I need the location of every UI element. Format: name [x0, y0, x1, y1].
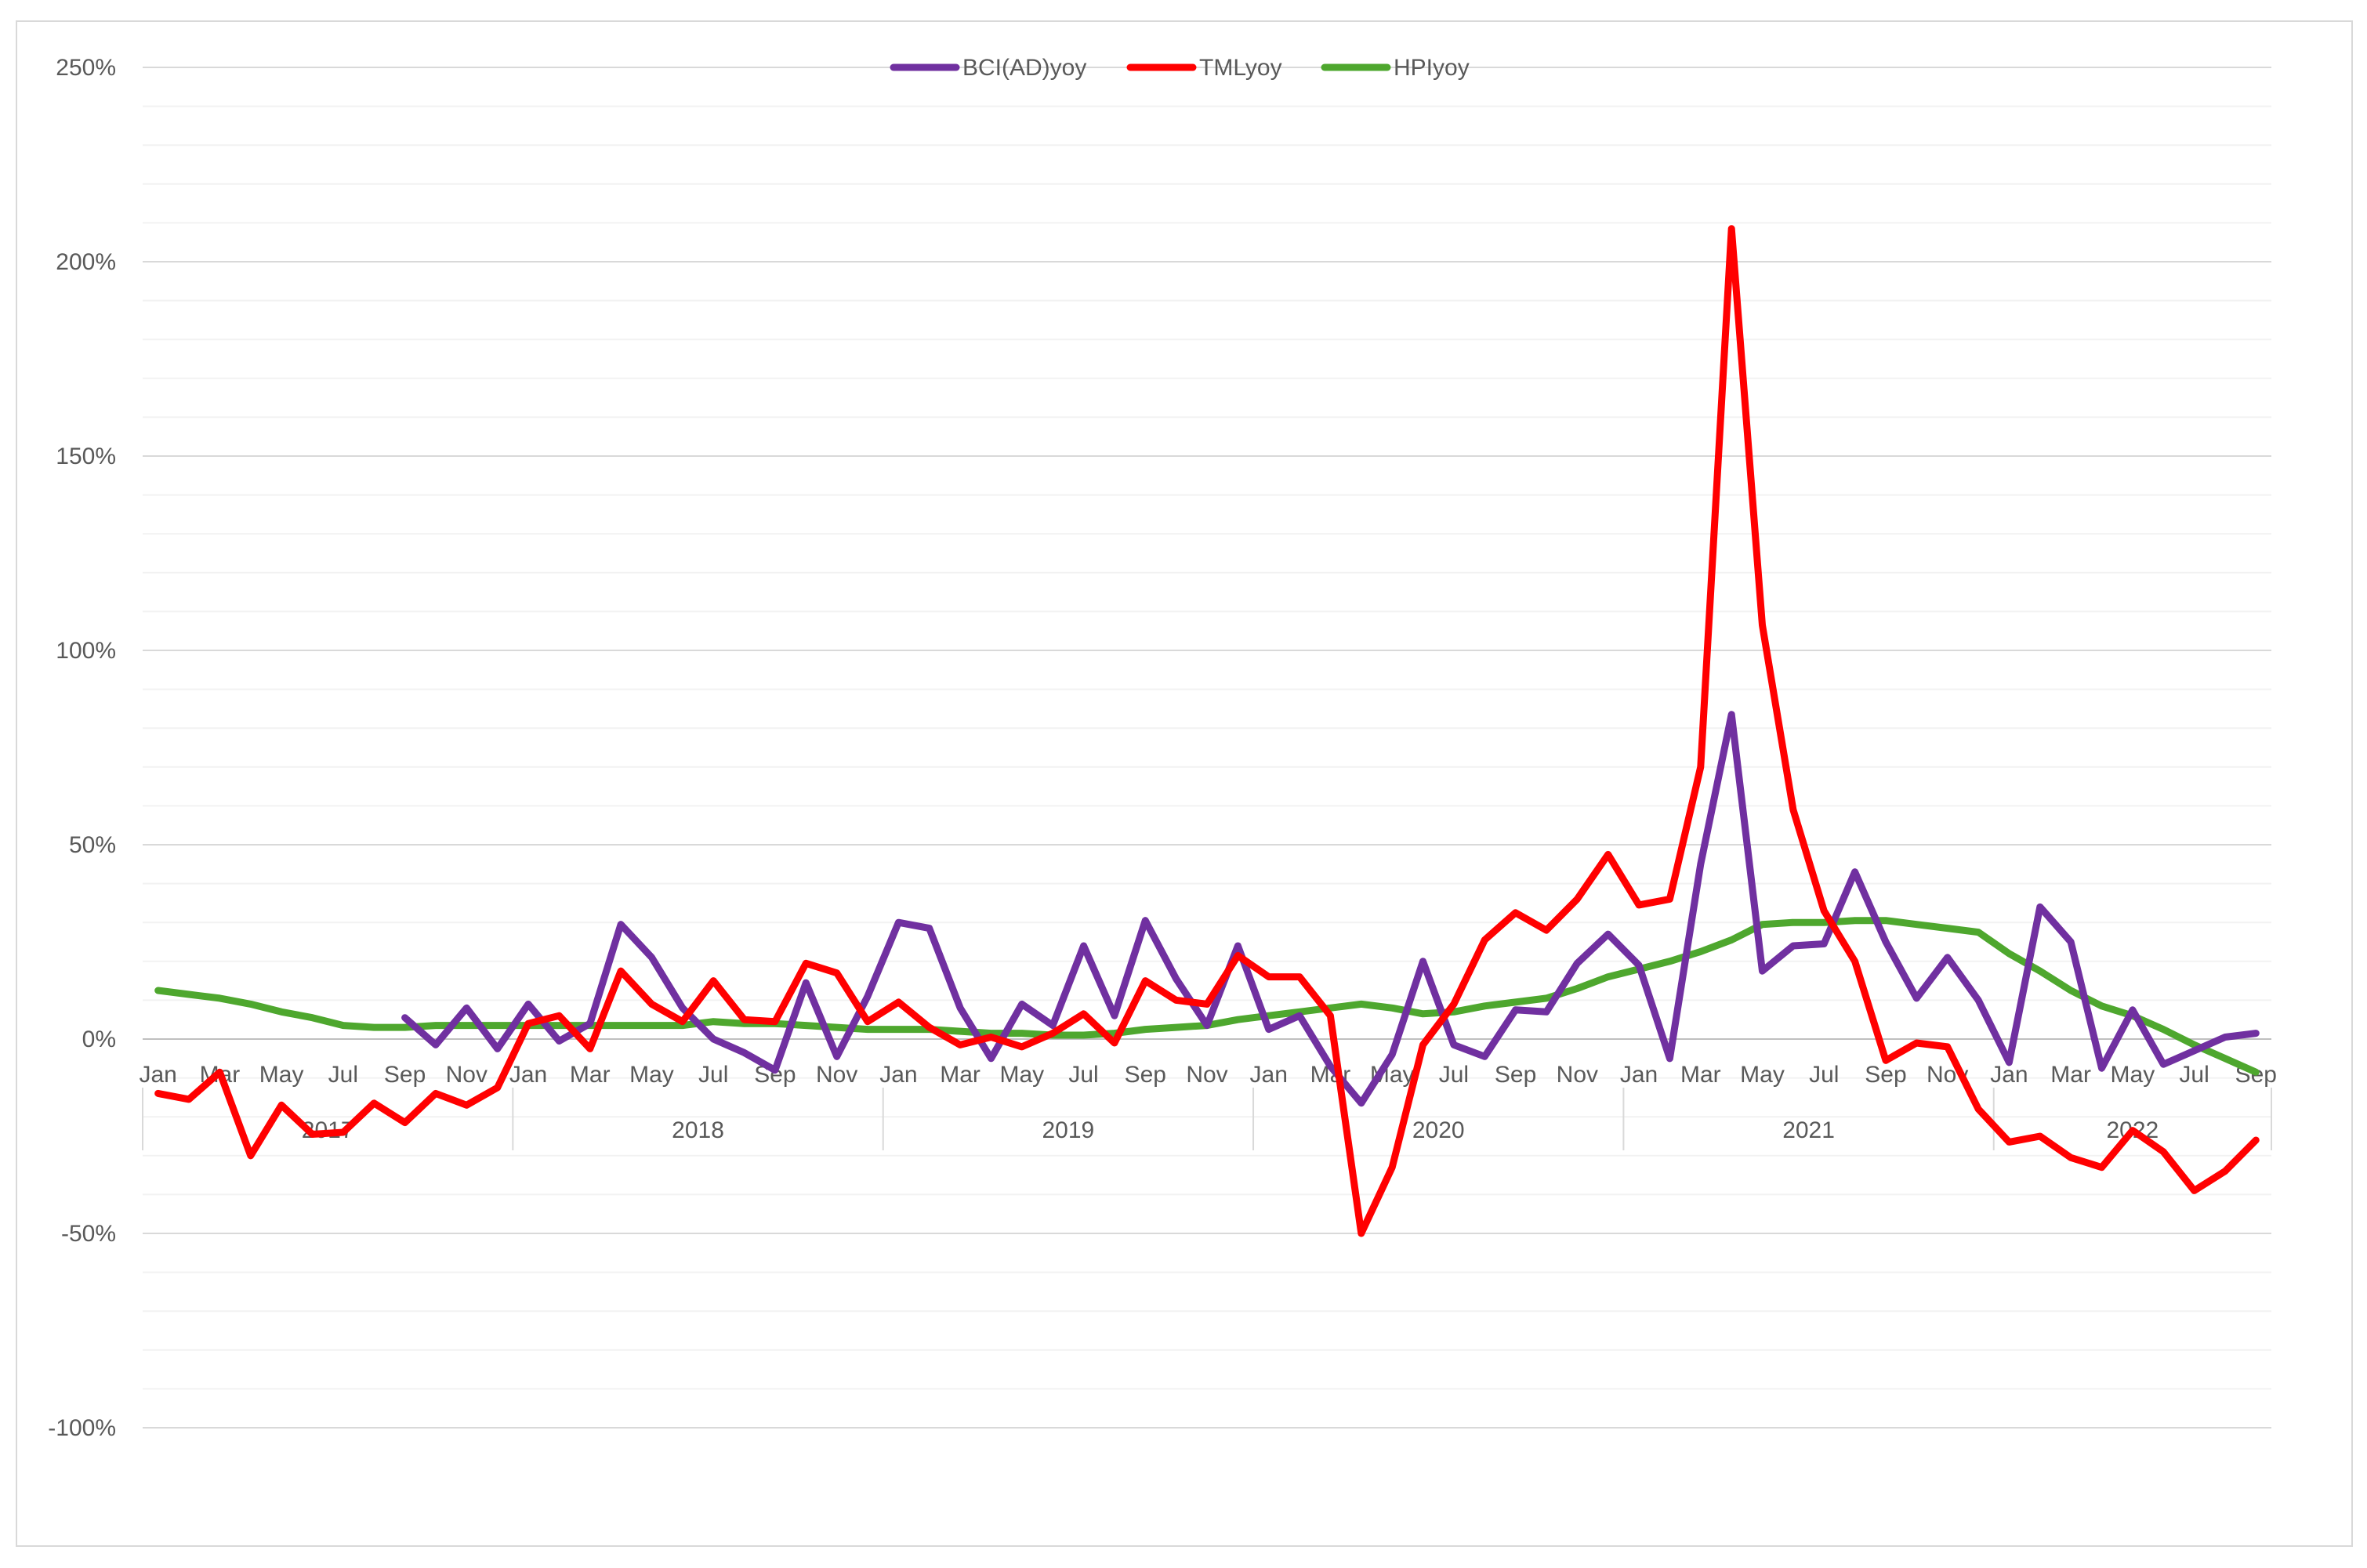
x-tick-label: May: [629, 1062, 674, 1088]
x-tick-label: Nov: [1557, 1062, 1598, 1088]
x-tick-label: Jul: [2179, 1062, 2209, 1088]
series-layer: [154, 225, 2260, 1237]
x-tick-label: Sep: [384, 1062, 426, 1088]
x-tick-label: Jul: [1809, 1062, 1839, 1088]
x-tick-label: Jan: [1620, 1062, 1658, 1088]
y-tick-label: 50%: [69, 832, 116, 858]
legend-label: HPIyoy: [1394, 55, 1470, 81]
x-tick-label: Sep: [1495, 1062, 1536, 1088]
year-label: 2021: [1782, 1117, 1835, 1143]
x-tick-label: Nov: [1186, 1062, 1227, 1088]
series-line-bci-ad-yoy: [401, 711, 2260, 1107]
x-tick-label: Sep: [1865, 1062, 1906, 1088]
x-tick-label: May: [259, 1062, 304, 1088]
series-line-tmlyoy: [154, 225, 2260, 1237]
y-tick-label: 150%: [56, 444, 116, 469]
x-tick-label: Jul: [1068, 1062, 1098, 1088]
x-axis: Jan Mar May Jul Sep Nov Jan Mar May Jul Sep Nov Jan M…: [139, 1062, 2277, 1150]
x-tick-label: Nov: [446, 1062, 488, 1088]
year-label: 2019: [1042, 1117, 1094, 1143]
year-label: 2020: [1412, 1117, 1465, 1143]
y-axis: 250% 200% 150% 100% 50% 0% -50% -100%: [48, 55, 116, 1441]
major-gridlines: [143, 67, 2271, 1429]
y-tick-label: -50%: [61, 1221, 116, 1247]
x-tick-label: May: [2111, 1062, 2155, 1088]
x-tick-label: Nov: [816, 1062, 857, 1088]
legend-label: TMLyoy: [1199, 55, 1282, 81]
minor-gridlines: [143, 105, 2271, 1390]
x-tick-label: Jul: [328, 1062, 358, 1088]
x-tick-label: Jan: [509, 1062, 547, 1088]
x-tick-label: Jan: [1250, 1062, 1288, 1088]
chart-frame: [16, 20, 2353, 1547]
year-label: 2018: [672, 1117, 724, 1143]
x-tick-label: Mar: [1680, 1062, 1721, 1088]
x-tick-label: Mar: [2050, 1062, 2091, 1088]
legend-label: BCI(AD)yoy: [962, 55, 1086, 81]
x-tick-label: May: [999, 1062, 1044, 1088]
y-tick-label: 0%: [82, 1027, 116, 1052]
x-tick-label: May: [1740, 1062, 1785, 1088]
x-tick-label: Mar: [570, 1062, 611, 1088]
y-tick-label: -100%: [48, 1415, 116, 1441]
y-tick-label: 200%: [56, 249, 116, 275]
x-tick-label: Sep: [1125, 1062, 1166, 1088]
legend: BCI(AD)yoy TMLyoy HPIyoy: [890, 55, 1470, 81]
y-tick-label: 250%: [56, 55, 116, 81]
x-tick-label: Jul: [1439, 1062, 1469, 1088]
x-tick-label: Jan: [139, 1062, 176, 1088]
x-tick-label: Jul: [698, 1062, 728, 1088]
x-tick-label: Jan: [879, 1062, 917, 1088]
x-tick-label: Mar: [940, 1062, 981, 1088]
x-tick-label: Jan: [1990, 1062, 2028, 1088]
y-tick-label: 100%: [56, 638, 116, 664]
